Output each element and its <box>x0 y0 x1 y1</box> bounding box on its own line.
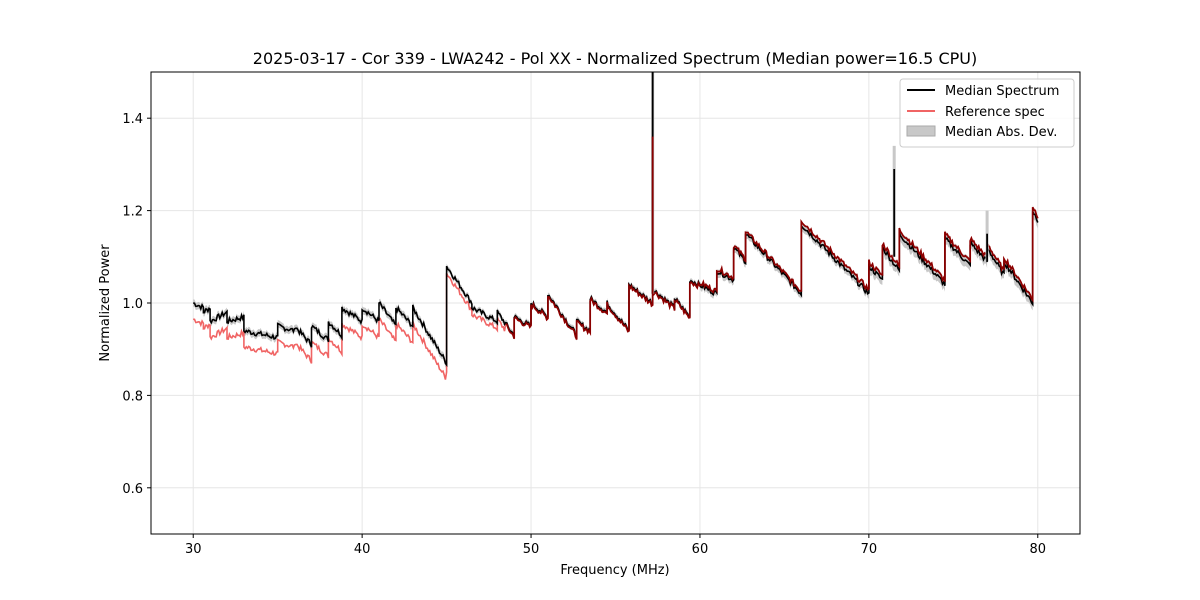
chart-title: 2025-03-17 - Cor 339 - LWA242 - Pol XX -… <box>253 49 977 68</box>
legend-mad-label: Median Abs. Dev. <box>945 125 1057 140</box>
x-tick-label: 50 <box>523 542 540 557</box>
y-tick-label: 1.4 <box>122 112 143 127</box>
legend-mad-swatch <box>906 125 936 137</box>
grid-lines <box>151 72 1080 534</box>
legend-box <box>899 78 1075 148</box>
x-tick-label: 30 <box>185 542 202 557</box>
y-axis-label: Normalized Power <box>98 244 113 362</box>
legend-reference-label: Reference spec <box>945 105 1045 120</box>
x-tick-label: 40 <box>354 542 371 557</box>
y-tick-label: 0.8 <box>122 389 143 404</box>
axis-ticks: 30 40 50 60 70 80 0.6 0.8 1.0 1.2 1.4 <box>122 112 1046 557</box>
legend: Median Spectrum Reference spec Median Ab… <box>899 78 1075 148</box>
spikes <box>651 72 989 294</box>
median-spectrum-line <box>193 210 1039 368</box>
y-tick-label: 0.6 <box>122 482 143 497</box>
y-tick-label: 1.0 <box>122 297 143 312</box>
x-axis-label: Frequency (MHz) <box>560 563 669 578</box>
reference-spectrum-line <box>193 206 1039 380</box>
legend-median-label: Median Spectrum <box>945 84 1059 99</box>
y-tick-label: 1.2 <box>122 205 143 220</box>
x-tick-label: 70 <box>861 542 878 557</box>
overlap-line <box>505 206 1039 340</box>
plot-area <box>193 72 1039 380</box>
x-tick-label: 80 <box>1029 542 1046 557</box>
x-tick-label: 60 <box>692 542 709 557</box>
mad-band <box>193 205 1038 368</box>
